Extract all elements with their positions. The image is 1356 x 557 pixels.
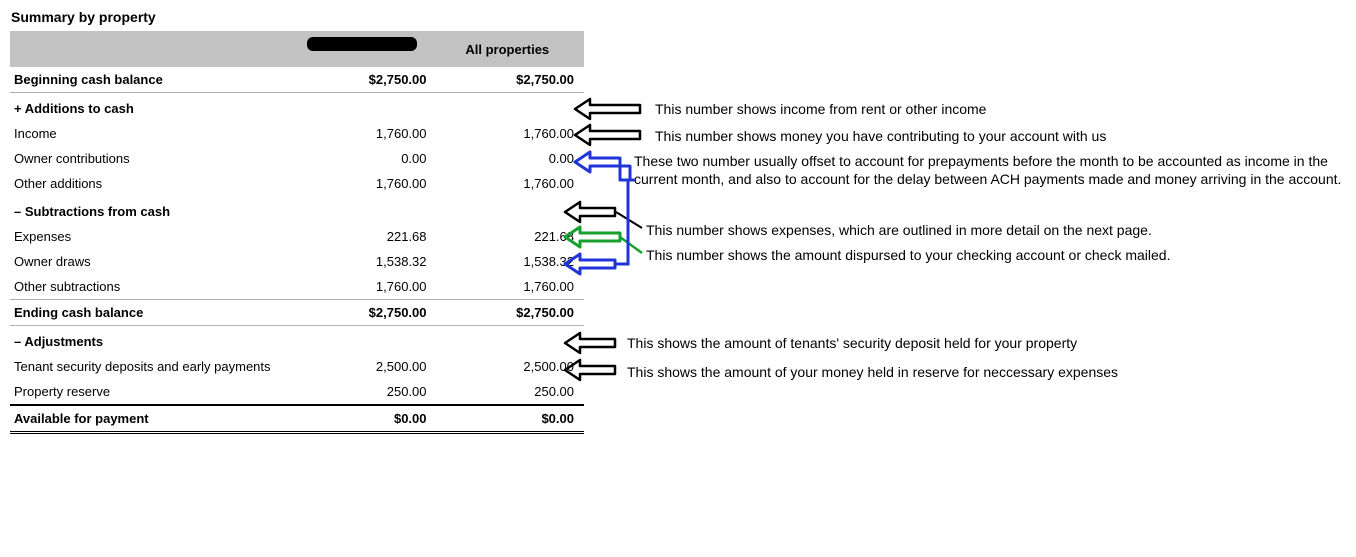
cell-value: 1,538.32 bbox=[437, 249, 584, 274]
cell-value: 2,500.00 bbox=[280, 354, 436, 379]
cell-value: 0.00 bbox=[437, 146, 584, 171]
cell-label: Available for payment bbox=[10, 405, 280, 433]
annotation-resv: This shows the amount of your money held… bbox=[627, 364, 1118, 382]
cell-value: $0.00 bbox=[437, 405, 584, 433]
row-property-reserve: Property reserve 250.00 250.00 bbox=[10, 379, 584, 405]
cell-value: 1,760.00 bbox=[437, 274, 584, 300]
arrow-icon bbox=[575, 125, 640, 145]
annotation-income: This number shows income from rent or ot… bbox=[655, 101, 986, 119]
cell-label: Owner contributions bbox=[10, 146, 280, 171]
cell-value: $2,750.00 bbox=[280, 67, 436, 93]
cell-value: 1,760.00 bbox=[280, 121, 436, 146]
cell-label: Beginning cash balance bbox=[10, 67, 280, 93]
annotation-tsd: This shows the amount of tenants' securi… bbox=[627, 335, 1077, 353]
cell-label: Tenant security deposits and early payme… bbox=[10, 354, 280, 379]
cell-value: 2,500.00 bbox=[437, 354, 584, 379]
cell-value: $2,750.00 bbox=[280, 300, 436, 326]
row-ending-balance: Ending cash balance $2,750.00 $2,750.00 bbox=[10, 300, 584, 326]
cell-label: Owner draws bbox=[10, 249, 280, 274]
column-1-header-redacted bbox=[280, 31, 436, 67]
summary-table: Summary by property All properties Begin… bbox=[10, 8, 584, 434]
cell-value: $2,750.00 bbox=[437, 67, 584, 93]
arrow-icon bbox=[575, 99, 640, 119]
row-owner-draws: Owner draws 1,538.32 1,538.32 bbox=[10, 249, 584, 274]
connector-line bbox=[616, 212, 642, 228]
column-2-header: All properties bbox=[437, 31, 584, 67]
cell-label: Property reserve bbox=[10, 379, 280, 405]
cell-value: 250.00 bbox=[437, 379, 584, 405]
section-additions: + Additions to cash bbox=[10, 93, 584, 122]
cell-value: $0.00 bbox=[280, 405, 436, 433]
table-title: Summary by property bbox=[10, 8, 584, 31]
table-header-row: All properties bbox=[10, 31, 584, 67]
row-security-deposits: Tenant security deposits and early payme… bbox=[10, 354, 584, 379]
cell-value: 250.00 bbox=[280, 379, 436, 405]
cell-value: 1,538.32 bbox=[280, 249, 436, 274]
row-beginning-balance: Beginning cash balance $2,750.00 $2,750.… bbox=[10, 67, 584, 93]
cell-value: 1,760.00 bbox=[437, 171, 584, 196]
cell-value: 221.68 bbox=[280, 224, 436, 249]
connector-bracket bbox=[615, 180, 634, 264]
cell-value: 0.00 bbox=[280, 146, 436, 171]
cell-label: Income bbox=[10, 121, 280, 146]
cell-label: Other subtractions bbox=[10, 274, 280, 300]
section-adjustments: – Adjustments bbox=[10, 326, 584, 355]
section-label: + Additions to cash bbox=[10, 93, 584, 122]
row-other-subtractions: Other subtractions 1,760.00 1,760.00 bbox=[10, 274, 584, 300]
cell-value: $2,750.00 bbox=[437, 300, 584, 326]
section-label: – Subtractions from cash bbox=[10, 196, 584, 224]
row-income: Income 1,760.00 1,760.00 bbox=[10, 121, 584, 146]
annotation-offset: These two number usually offset to accou… bbox=[634, 153, 1346, 188]
cell-label: Ending cash balance bbox=[10, 300, 280, 326]
annotation-expenses: This number shows expenses, which are ou… bbox=[646, 222, 1152, 240]
section-subtractions: – Subtractions from cash bbox=[10, 196, 584, 224]
cell-label: Other additions bbox=[10, 171, 280, 196]
cell-value: 1,760.00 bbox=[437, 121, 584, 146]
row-available-for-payment: Available for payment $0.00 $0.00 bbox=[10, 405, 584, 433]
cell-value: 221.68 bbox=[437, 224, 584, 249]
row-other-additions: Other additions 1,760.00 1,760.00 bbox=[10, 171, 584, 196]
cell-label: Expenses bbox=[10, 224, 280, 249]
annotation-contrib: This number shows money you have contrib… bbox=[655, 128, 1106, 146]
connector-line bbox=[620, 237, 642, 253]
cell-value: 1,760.00 bbox=[280, 171, 436, 196]
cell-value: 1,760.00 bbox=[280, 274, 436, 300]
section-label: – Adjustments bbox=[10, 326, 584, 355]
row-owner-contributions: Owner contributions 0.00 0.00 bbox=[10, 146, 584, 171]
annotation-draws: This number shows the amount dispursed t… bbox=[646, 247, 1171, 265]
row-expenses: Expenses 221.68 221.68 bbox=[10, 224, 584, 249]
